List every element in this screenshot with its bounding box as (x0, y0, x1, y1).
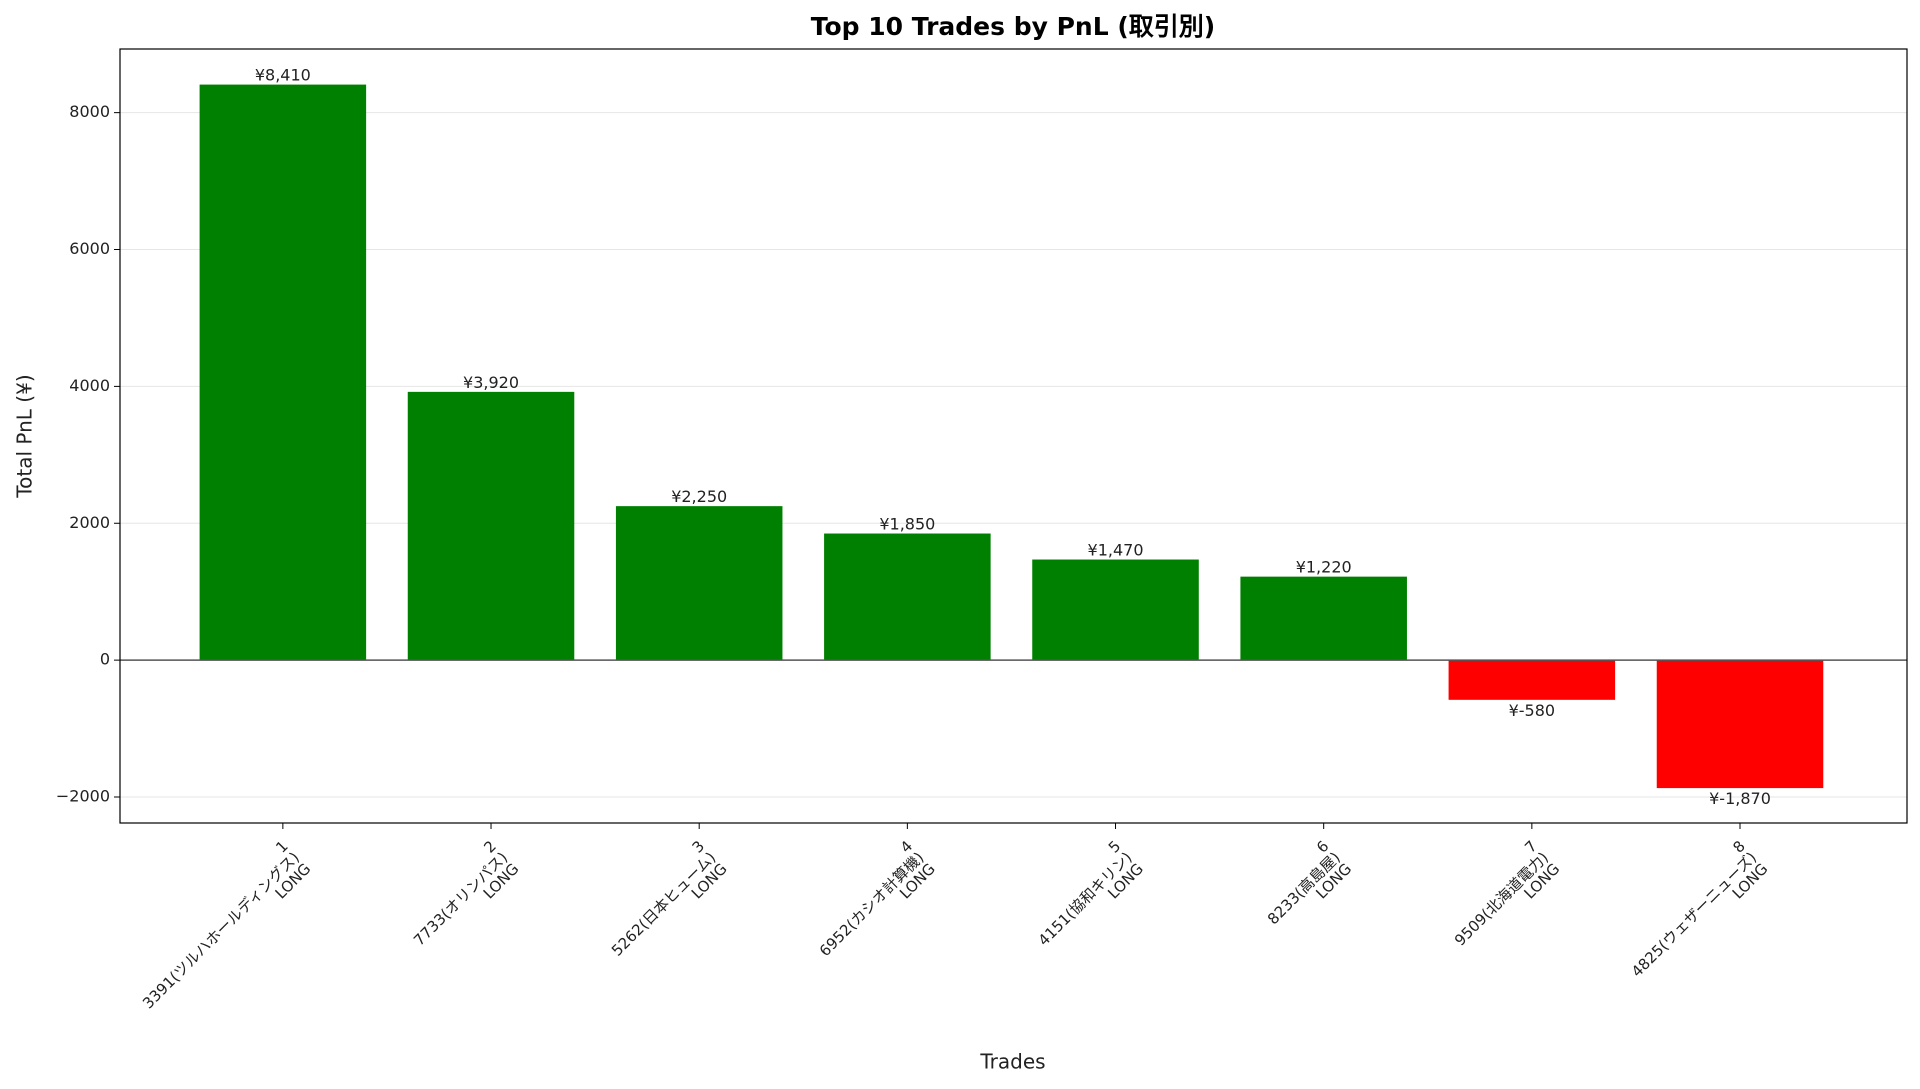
value-label: ¥1,220 (1296, 558, 1352, 577)
bar (1656, 660, 1824, 789)
bar (407, 391, 575, 661)
x-axis-label: Trades (979, 1050, 1045, 1074)
value-label: ¥1,850 (879, 515, 935, 534)
bar (199, 84, 367, 661)
bar (1240, 576, 1407, 661)
value-label: ¥-580 (1509, 701, 1556, 720)
bar (1448, 660, 1616, 700)
y-tick-label: 2000 (69, 513, 110, 532)
y-tick-label: 4000 (69, 376, 110, 395)
y-tick-label: 0 (100, 650, 110, 669)
value-label: ¥3,920 (463, 373, 519, 392)
bar (1032, 559, 1199, 661)
y-tick-label: 6000 (69, 239, 110, 258)
chart-title: Top 10 Trades by PnL (取引別) (811, 12, 1215, 41)
plot-frame (119, 48, 1908, 824)
value-label: ¥1,470 (1088, 541, 1144, 560)
y-axis-label: Total PnL (¥) (13, 374, 37, 498)
bar (615, 506, 783, 661)
y-tick-label: 8000 (69, 102, 110, 121)
value-label: ¥8,410 (255, 66, 311, 85)
y-tick-label: −2000 (56, 786, 110, 805)
value-label: ¥-1,870 (1709, 789, 1771, 808)
value-label: ¥2,250 (671, 487, 727, 506)
bar (824, 533, 991, 661)
